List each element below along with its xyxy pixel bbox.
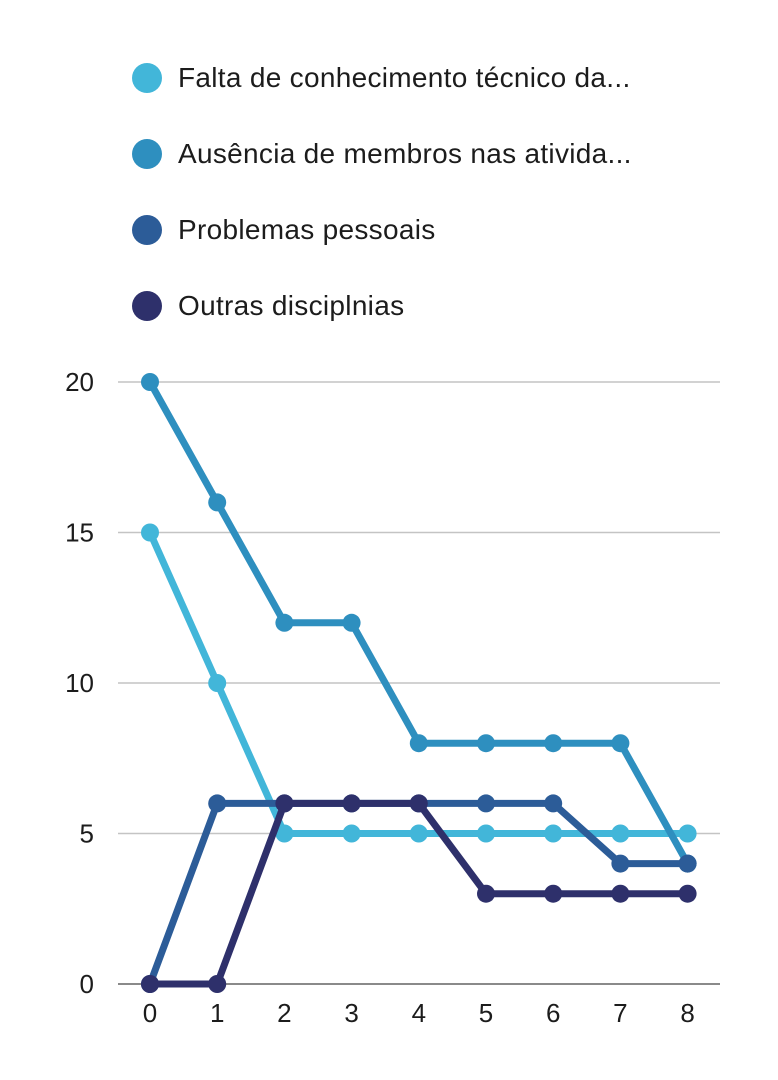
data-point [477,734,495,753]
data-point [477,794,495,813]
data-point [611,884,630,903]
y-tick-label: 20 [65,367,94,397]
data-point [544,884,563,903]
x-tick-label: 2 [277,998,291,1028]
data-point [409,734,428,753]
data-point [544,824,563,843]
legend-label: Outras disciplnias [178,290,405,321]
data-point [342,824,361,843]
x-tick-label: 3 [344,998,358,1028]
x-tick-label: 8 [680,998,694,1028]
data-point [678,824,697,843]
legend-label: Falta de conhecimento técnico da... [178,62,631,93]
data-point [208,493,227,512]
data-point [342,794,361,813]
series-0 [141,523,697,843]
y-tick-label: 10 [65,668,94,698]
legend-item: Falta de conhecimento técnico da... [132,62,632,94]
data-point [275,613,294,632]
data-point [409,794,428,813]
x-tick-label: 7 [613,998,627,1028]
x-tick-label: 0 [143,998,157,1028]
legend-item: Problemas pessoais [132,214,632,246]
legend-marker-icon [132,291,162,321]
data-point [611,854,630,873]
series-line [146,378,692,868]
data-point [275,824,294,843]
legend-item: Outras disciplnias [132,290,632,322]
legend-marker-icon [132,215,162,245]
x-tick-label: 1 [210,998,224,1028]
data-point [208,794,227,813]
data-point [477,884,495,903]
y-tick-label: 15 [65,518,94,548]
data-point [275,794,294,813]
data-point [611,824,630,843]
series-3 [141,794,697,993]
data-point [544,734,563,753]
x-tick-label: 4 [412,998,426,1028]
data-point [208,975,227,993]
legend-marker-icon [132,139,162,169]
data-point [141,523,159,542]
legend-label: Ausência de membros nas ativida... [178,138,632,169]
chart-legend: Falta de conhecimento técnico da... Ausê… [132,62,632,322]
legend-label: Problemas pessoais [178,214,436,245]
data-point [409,824,428,843]
data-point [141,975,159,993]
y-tick-label: 5 [80,819,94,849]
data-point [342,613,361,632]
data-point [141,373,159,391]
legend-marker-icon [132,63,162,93]
y-tick-label: 0 [80,969,94,999]
data-point [611,734,630,753]
legend-item: Ausência de membros nas ativida... [132,138,632,170]
x-tick-label: 5 [479,998,493,1028]
x-tick-label: 6 [546,998,560,1028]
data-point [678,854,697,873]
data-point [208,674,227,692]
data-point [544,794,563,813]
data-point [477,824,495,843]
data-point [678,884,697,903]
